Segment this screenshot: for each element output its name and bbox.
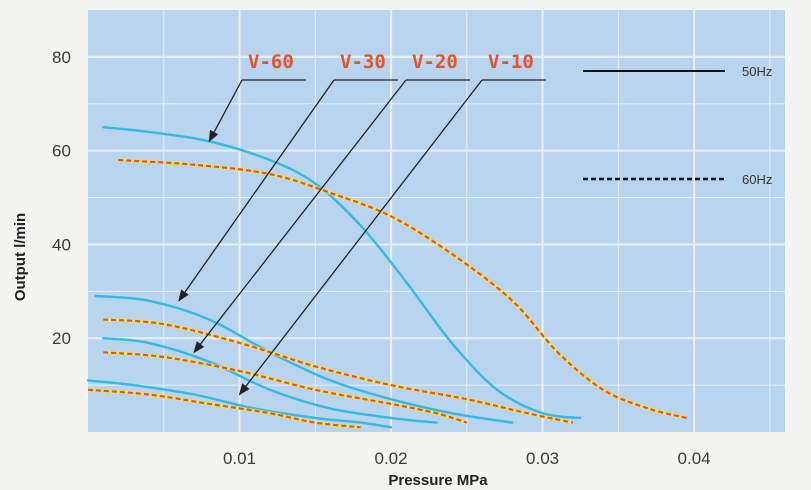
series-line-v-20-60hz	[103, 351, 468, 424]
model-label-v-60: V-60	[248, 51, 294, 73]
y-tick-label: 60	[52, 142, 71, 161]
annotations: V-60 V-30 V-20 V-10	[178, 51, 546, 396]
y-axis: 20 40 60 80	[52, 48, 71, 348]
x-tick-label: 0.03	[526, 449, 559, 468]
series-line-v-30-60hz	[103, 318, 574, 424]
model-arrow-v-10	[238, 79, 483, 396]
y-tick-label: 20	[52, 329, 71, 348]
x-tick-label: 0.02	[374, 449, 407, 468]
series-line-v-60-60hz	[118, 158, 687, 419]
model-arrow-v-60	[208, 79, 243, 143]
legend: 50Hz 60Hz	[583, 64, 772, 187]
x-tick-label: 0.01	[223, 449, 256, 468]
legend-label-60hz: 60Hz	[742, 172, 772, 187]
y-tick-label: 40	[52, 235, 71, 254]
legend-label-50hz: 50Hz	[742, 64, 772, 79]
series-line-v-30-50hz	[94, 294, 514, 424]
series-line-v-10-50hz	[86, 379, 393, 429]
series-line-v-20-50hz	[102, 337, 438, 424]
y-axis-title: Output l/min	[12, 213, 29, 301]
model-label-v-20: V-20	[412, 51, 458, 73]
model-arrow-v-30	[178, 79, 335, 302]
model-label-v-30: V-30	[340, 51, 386, 73]
x-tick-label: 0.04	[678, 449, 711, 468]
series	[86, 126, 687, 429]
model-label-v-10: V-10	[488, 51, 534, 73]
series-line-v-10-60hz	[87, 388, 361, 429]
model-arrow-v-20	[193, 79, 407, 354]
x-axis: 0.01 0.02 0.03 0.04	[223, 449, 711, 468]
x-axis-title: Pressure MPa	[388, 472, 488, 489]
plot-background	[88, 10, 785, 432]
series-line-v-60-50hz	[102, 126, 582, 420]
y-tick-label: 80	[52, 48, 71, 67]
